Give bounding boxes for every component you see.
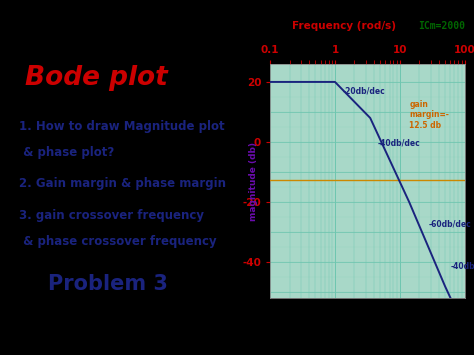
Text: gain
margin=-
12.5 db: gain margin=- 12.5 db — [409, 100, 449, 130]
Text: magnitude (db): magnitude (db) — [249, 142, 258, 220]
Text: -40db/dec: -40db/dec — [377, 138, 420, 147]
Text: -60db/dec: -60db/dec — [428, 219, 472, 228]
Text: 1. How to draw Magnitude plot: 1. How to draw Magnitude plot — [18, 120, 224, 133]
Text: & phase crossover frequency: & phase crossover frequency — [18, 235, 216, 248]
Text: 2. Gain margin & phase margin: 2. Gain margin & phase margin — [18, 178, 226, 191]
Text: -40db/dec: -40db/dec — [451, 261, 474, 270]
Text: 3. gain crossover frequency: 3. gain crossover frequency — [18, 209, 203, 222]
Text: Problem 3: Problem 3 — [48, 274, 168, 294]
Text: Bode plot: Bode plot — [25, 65, 167, 91]
Text: ICm=2000: ICm=2000 — [418, 21, 465, 31]
Text: & phase plot?: & phase plot? — [18, 146, 114, 159]
Text: -20db/dec: -20db/dec — [342, 87, 385, 96]
Text: Frequency (rod/s): Frequency (rod/s) — [292, 21, 396, 31]
